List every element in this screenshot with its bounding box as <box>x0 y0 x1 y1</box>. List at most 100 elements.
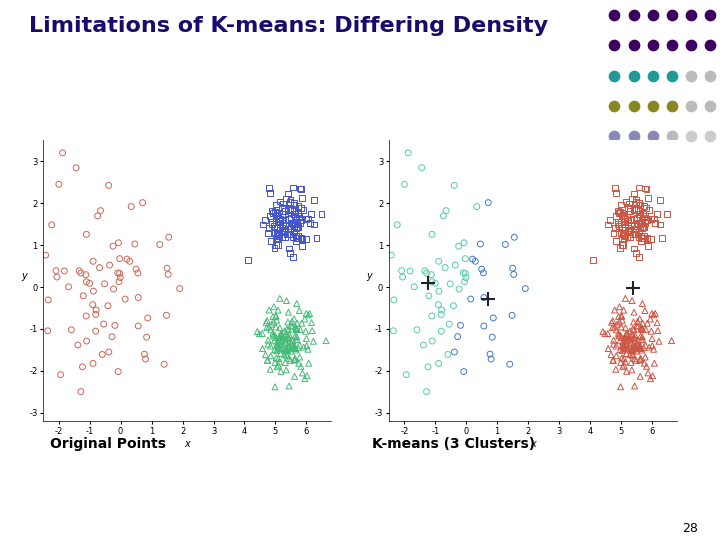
Point <box>269 229 281 238</box>
Point <box>611 352 622 360</box>
Point <box>641 204 652 212</box>
Point <box>292 232 304 240</box>
Point <box>289 354 301 362</box>
Point <box>628 338 639 347</box>
Point <box>641 362 652 370</box>
Point <box>613 318 625 327</box>
Point <box>613 312 624 321</box>
Point <box>608 41 620 50</box>
Point <box>296 216 307 225</box>
Point <box>603 344 614 353</box>
Point <box>278 204 289 212</box>
Point <box>294 184 305 193</box>
Point <box>289 200 300 209</box>
Point <box>273 361 284 369</box>
Point <box>269 244 280 252</box>
Point <box>270 333 282 342</box>
Point <box>614 244 626 252</box>
Point <box>636 216 648 225</box>
Point <box>286 339 297 348</box>
Point <box>284 356 296 364</box>
Point <box>265 342 276 350</box>
Point <box>295 204 307 212</box>
Point <box>647 11 659 19</box>
Point <box>113 239 125 247</box>
Point <box>685 102 697 110</box>
Point <box>289 372 300 381</box>
Point <box>624 204 635 212</box>
Point <box>611 342 622 350</box>
Y-axis label: y: y <box>366 271 372 281</box>
Point <box>608 340 619 348</box>
Point <box>330 210 341 218</box>
Point <box>163 270 174 279</box>
Point <box>290 231 302 240</box>
Point <box>271 338 283 346</box>
Point <box>291 218 302 227</box>
Point <box>287 206 298 214</box>
Point <box>90 306 102 314</box>
Point <box>612 219 624 228</box>
Point <box>618 234 629 242</box>
Point <box>615 358 626 367</box>
Point <box>629 333 640 342</box>
Point <box>387 327 399 335</box>
Point <box>617 341 629 350</box>
Point <box>279 358 291 367</box>
Point <box>292 319 303 328</box>
Point <box>301 334 312 343</box>
Point <box>279 346 291 354</box>
Point <box>621 233 633 241</box>
Point <box>626 296 638 305</box>
Point <box>624 206 636 215</box>
Point <box>621 329 633 338</box>
Point <box>647 102 659 110</box>
Point <box>95 206 107 215</box>
Point <box>621 337 632 346</box>
Point <box>621 349 632 358</box>
Point <box>271 211 283 219</box>
Point <box>302 345 314 354</box>
Point <box>282 347 293 355</box>
Point <box>73 267 85 275</box>
Point <box>616 312 627 320</box>
Text: K-means (3 Clusters): K-means (3 Clusters) <box>372 437 535 451</box>
Point <box>616 346 628 355</box>
Point <box>163 233 174 241</box>
Point <box>290 237 302 245</box>
Point <box>662 210 673 218</box>
Point <box>273 354 284 363</box>
Point <box>75 269 86 278</box>
Point <box>51 273 63 281</box>
Point <box>657 234 668 242</box>
Point <box>620 294 631 303</box>
Point <box>99 280 110 288</box>
Point <box>284 225 295 234</box>
Point <box>640 325 652 334</box>
Point <box>271 341 283 350</box>
Point <box>705 102 716 110</box>
Point <box>646 215 657 224</box>
Point <box>120 295 131 303</box>
Point <box>636 299 648 308</box>
X-axis label: x: x <box>184 438 190 449</box>
Point <box>302 310 314 319</box>
Point <box>287 322 298 330</box>
Point <box>142 314 153 322</box>
Point <box>608 322 620 331</box>
Point <box>288 199 300 207</box>
Point <box>290 234 302 242</box>
Point <box>614 336 626 345</box>
Point <box>87 359 99 368</box>
Point <box>72 341 84 349</box>
Point <box>608 132 620 140</box>
Point <box>619 217 631 226</box>
Point <box>265 352 276 360</box>
Point <box>634 210 646 218</box>
Point <box>28 310 40 319</box>
Point <box>132 268 143 277</box>
Point <box>644 374 656 383</box>
Point <box>648 214 660 223</box>
Point <box>50 266 62 275</box>
Point <box>617 341 629 350</box>
